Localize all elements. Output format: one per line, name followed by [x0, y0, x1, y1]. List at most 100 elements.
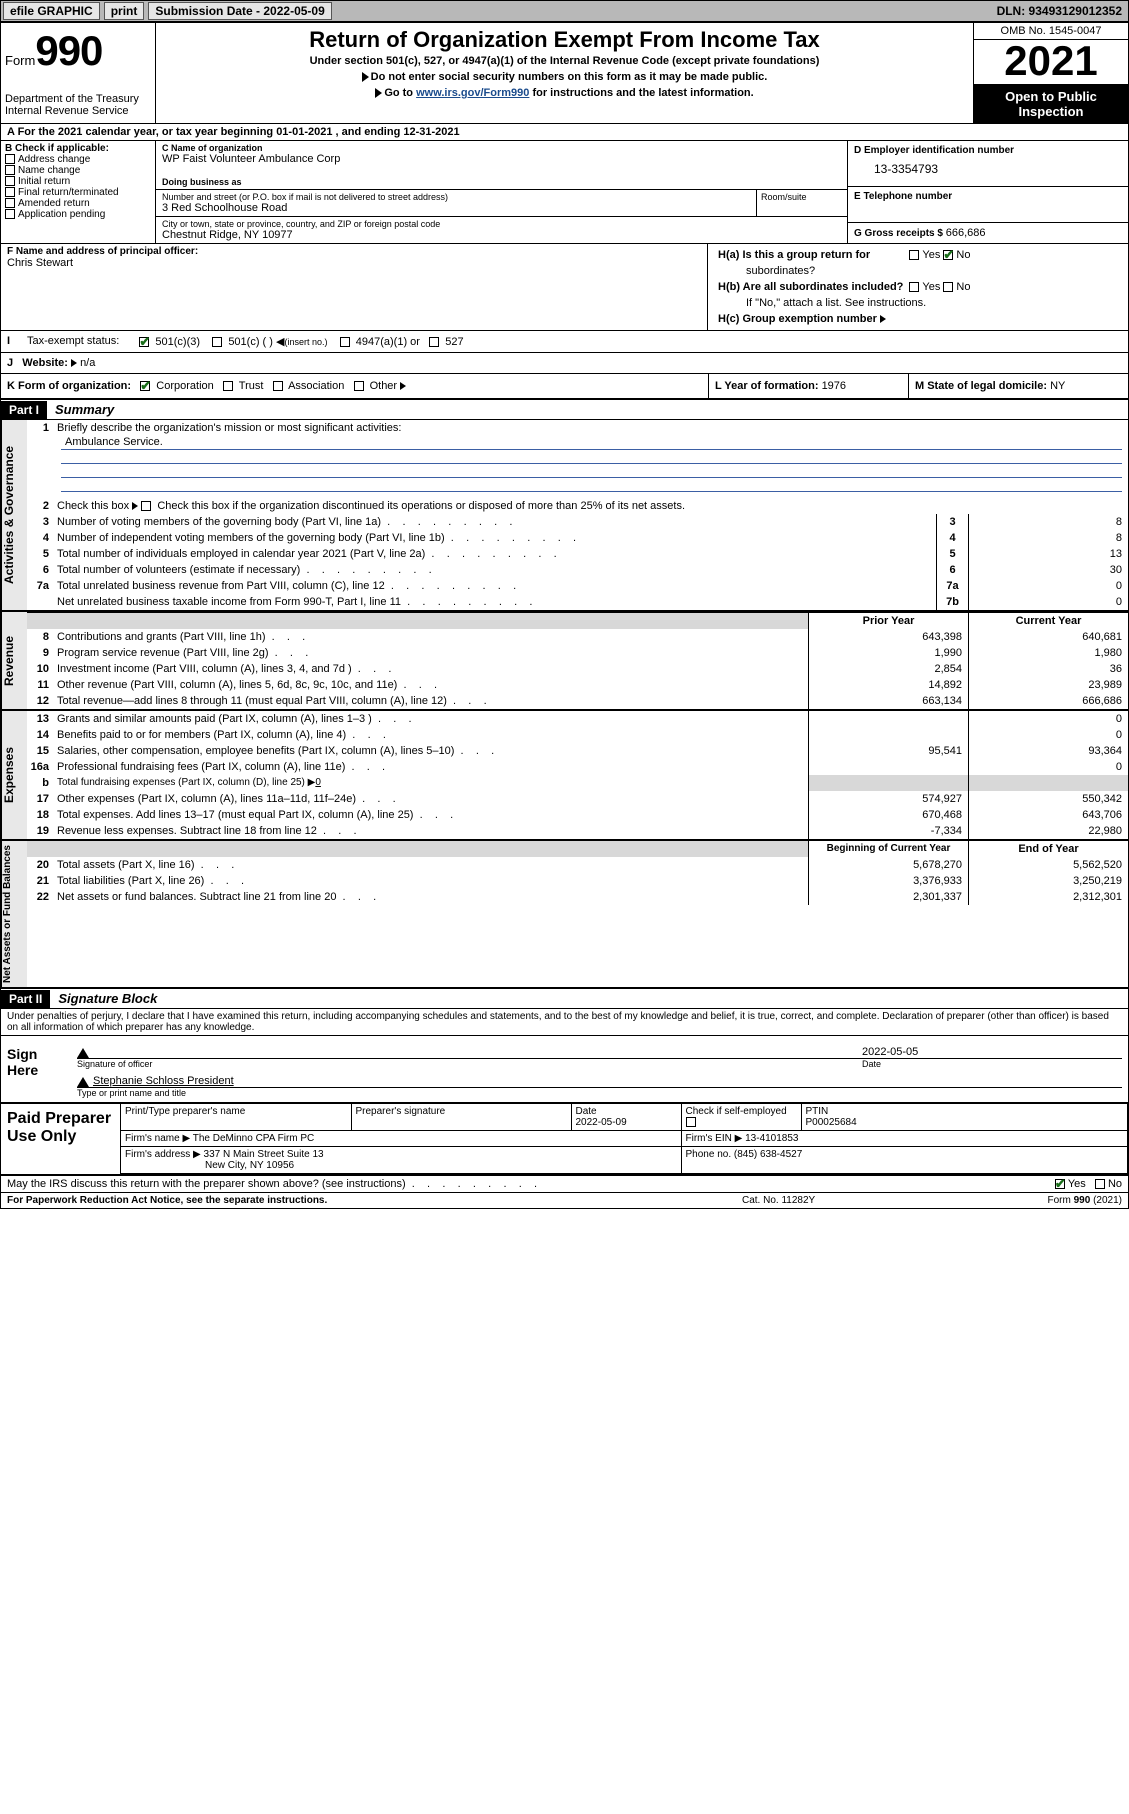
- footer-catno: Cat. No. 11282Y: [742, 1195, 942, 1206]
- gross-label: G Gross receipts $: [854, 228, 946, 239]
- chk-amended-return[interactable]: Amended return: [5, 198, 151, 209]
- sig-date: 2022-05-05: [862, 1046, 1122, 1058]
- dba-label: Doing business as: [162, 177, 841, 187]
- form-title: Return of Organization Exempt From Incom…: [162, 27, 967, 53]
- chk-other[interactable]: [354, 381, 364, 391]
- part-2-title: Signature Block: [50, 989, 165, 1008]
- form-subtitle: Under section 501(c), 527, or 4947(a)(1)…: [162, 55, 967, 67]
- summary-line: 12Total revenue—add lines 8 through 11 (…: [27, 693, 1128, 709]
- tab-revenue: Revenue: [1, 612, 27, 709]
- submission-date-button[interactable]: Submission Date - 2022-05-09: [148, 2, 331, 20]
- firm-name-cell: Firm's name ▶ The DeMinno CPA Firm PC: [121, 1131, 681, 1147]
- may-discuss-text: May the IRS discuss this return with the…: [7, 1178, 922, 1190]
- part-1-badge: Part I: [1, 401, 47, 419]
- irs-label: Internal Revenue Service: [5, 105, 151, 117]
- col-h: H(a) Is this a group return for Yes No s…: [708, 244, 1128, 330]
- street-value: 3 Red Schoolhouse Road: [162, 202, 750, 214]
- block-f-h: F Name and address of principal officer:…: [1, 244, 1128, 331]
- form-number: Form 990: [5, 27, 151, 75]
- chk-initial-return[interactable]: Initial return: [5, 176, 151, 187]
- triangle-icon: [375, 88, 382, 98]
- chk-address-change[interactable]: Address change: [5, 154, 151, 165]
- row-i-tax-status: I Tax-exempt status: 501(c)(3) 501(c) ( …: [1, 331, 1128, 353]
- print-button[interactable]: print: [104, 2, 145, 20]
- f-name: Chris Stewart: [7, 257, 701, 269]
- tab-governance: Activities & Governance: [1, 420, 27, 610]
- mission-blank: [61, 450, 1122, 464]
- officer-name: Stephanie Schloss President: [93, 1075, 234, 1087]
- summary-line: 16aProfessional fundraising fees (Part I…: [27, 759, 1128, 775]
- chk-name-change[interactable]: Name change: [5, 165, 151, 176]
- may-discuss-row: May the IRS discuss this return with the…: [1, 1176, 1128, 1193]
- chk-association[interactable]: [273, 381, 283, 391]
- city-box: City or town, state or province, country…: [156, 217, 847, 243]
- org-name-box: C Name of organization WP Faist Voluntee…: [156, 141, 847, 190]
- efile-button[interactable]: efile GRAPHIC: [3, 2, 100, 20]
- prep-check-h: Check if self-employed: [681, 1104, 801, 1131]
- tab-net-assets: Net Assets or Fund Balances: [1, 841, 27, 987]
- summary-line: Net unrelated business taxable income fr…: [27, 594, 1128, 610]
- row-l-year: L Year of formation: 1976: [708, 374, 908, 398]
- row-m-state: M State of legal domicile: NY: [908, 374, 1128, 398]
- summary-revenue: Revenue Prior Year Current Year 8Contrib…: [1, 612, 1128, 711]
- chk-corporation[interactable]: [140, 381, 150, 391]
- chk-527[interactable]: [429, 337, 439, 347]
- row-j-website: J Website: n/a: [1, 353, 1128, 374]
- summary-line: 14Benefits paid to or for members (Part …: [27, 727, 1128, 743]
- firm-addr-cell: Firm's address ▶ 337 N Main Street Suite…: [121, 1147, 681, 1174]
- org-name: WP Faist Volunteer Ambulance Corp: [162, 153, 841, 165]
- street-box: Number and street (or P.O. box if mail i…: [156, 190, 757, 216]
- h-table: H(a) Is this a group return for Yes No s…: [714, 246, 974, 328]
- firm-ein-cell: Firm's EIN ▶ 13-4101853: [681, 1131, 1128, 1147]
- ein-label: D Employer identification number: [854, 145, 1122, 156]
- form-note-1: Do not enter social security numbers on …: [162, 71, 967, 83]
- mission-blank: [61, 464, 1122, 478]
- triangle-icon: [880, 315, 886, 323]
- room-box: Room/suite: [757, 190, 847, 216]
- col-f: F Name and address of principal officer:…: [1, 244, 708, 330]
- header-right: OMB No. 1545-0047 2021 Open to Public In…: [973, 23, 1128, 123]
- footer-formref: Form 990 (2021): [942, 1195, 1122, 1206]
- triangle-up-icon: [77, 1048, 89, 1058]
- summary-line: 4Number of independent voting members of…: [27, 530, 1128, 546]
- summary-line: 3Number of voting members of the governi…: [27, 514, 1128, 530]
- sig-officer-label: Signature of officer: [77, 1059, 862, 1069]
- chk-may-yes[interactable]: [1055, 1179, 1065, 1189]
- name-title-label: Type or print name and title: [77, 1088, 1122, 1098]
- chk-self-employed[interactable]: [686, 1117, 696, 1127]
- chk-discontinued[interactable]: [141, 501, 151, 511]
- row-a-tax-year: A For the 2021 calendar year, or tax yea…: [1, 124, 1128, 141]
- chk-application-pending[interactable]: Application pending: [5, 209, 151, 220]
- header-center: Return of Organization Exempt From Incom…: [156, 23, 973, 123]
- chk-4947[interactable]: [340, 337, 350, 347]
- triangle-up-icon: [77, 1077, 89, 1087]
- gross-value: 666,686: [946, 227, 986, 239]
- row-k-form-org: K Form of organization: Corporation Trus…: [1, 374, 708, 398]
- summary-net-assets: Net Assets or Fund Balances Beginning of…: [1, 841, 1128, 989]
- paid-preparer-table: Print/Type preparer's name Preparer's si…: [121, 1104, 1128, 1174]
- address-row: Number and street (or P.O. box if mail i…: [156, 190, 847, 217]
- footer-row: For Paperwork Reduction Act Notice, see …: [1, 1193, 1128, 1208]
- website-value: n/a: [80, 357, 95, 369]
- chk-final-return[interactable]: Final return/terminated: [5, 187, 151, 198]
- summary-line: 9Program service revenue (Part VIII, lin…: [27, 645, 1128, 661]
- chk-may-no[interactable]: [1095, 1179, 1105, 1189]
- header-left: Form 990 Department of the Treasury Inte…: [1, 23, 156, 123]
- chk-501c[interactable]: [212, 337, 222, 347]
- chk-trust[interactable]: [223, 381, 233, 391]
- paid-preparer-label: Paid Preparer Use Only: [1, 1104, 121, 1174]
- street-label: Number and street (or P.O. box if mail i…: [162, 192, 750, 202]
- summary-line: 15Salaries, other compensation, employee…: [27, 743, 1128, 759]
- summary-line: 8Contributions and grants (Part VIII, li…: [27, 629, 1128, 645]
- summary-expenses: Expenses 13Grants and similar amounts pa…: [1, 711, 1128, 841]
- paid-preparer-block: Paid Preparer Use Only Print/Type prepar…: [1, 1104, 1128, 1176]
- col-c-org-info: C Name of organization WP Faist Voluntee…: [156, 141, 1128, 243]
- form-word: Form: [5, 53, 35, 68]
- irs-link[interactable]: www.irs.gov/Form990: [416, 87, 529, 99]
- tax-label: Tax-exempt status:: [27, 335, 119, 348]
- mission-blank: [61, 478, 1122, 492]
- summary-line: 20Total assets (Part X, line 16)5,678,27…: [27, 857, 1128, 873]
- chk-501c3[interactable]: [139, 337, 149, 347]
- form-990-number: 990: [35, 27, 102, 75]
- may-discuss-yesno: Yes No: [922, 1178, 1122, 1190]
